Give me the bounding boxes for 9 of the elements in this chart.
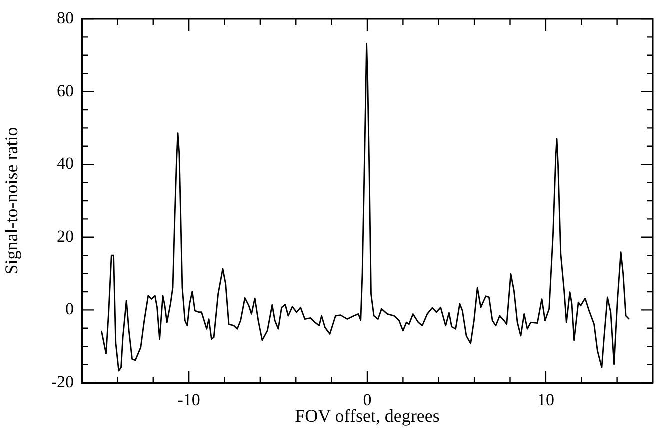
x-tick-label: -10 — [178, 390, 200, 410]
x-tick-label: 10 — [537, 390, 554, 410]
y-tick-label: -20 — [51, 372, 74, 392]
y-tick-label: 60 — [57, 81, 74, 100]
y-tick-label: 80 — [57, 8, 74, 28]
y-axis-title: Signal-to-noise ratio — [2, 127, 22, 275]
y-tick-label: 20 — [57, 226, 74, 246]
y-tick-label: 0 — [66, 300, 74, 319]
y-tick-label: 40 — [57, 154, 74, 174]
